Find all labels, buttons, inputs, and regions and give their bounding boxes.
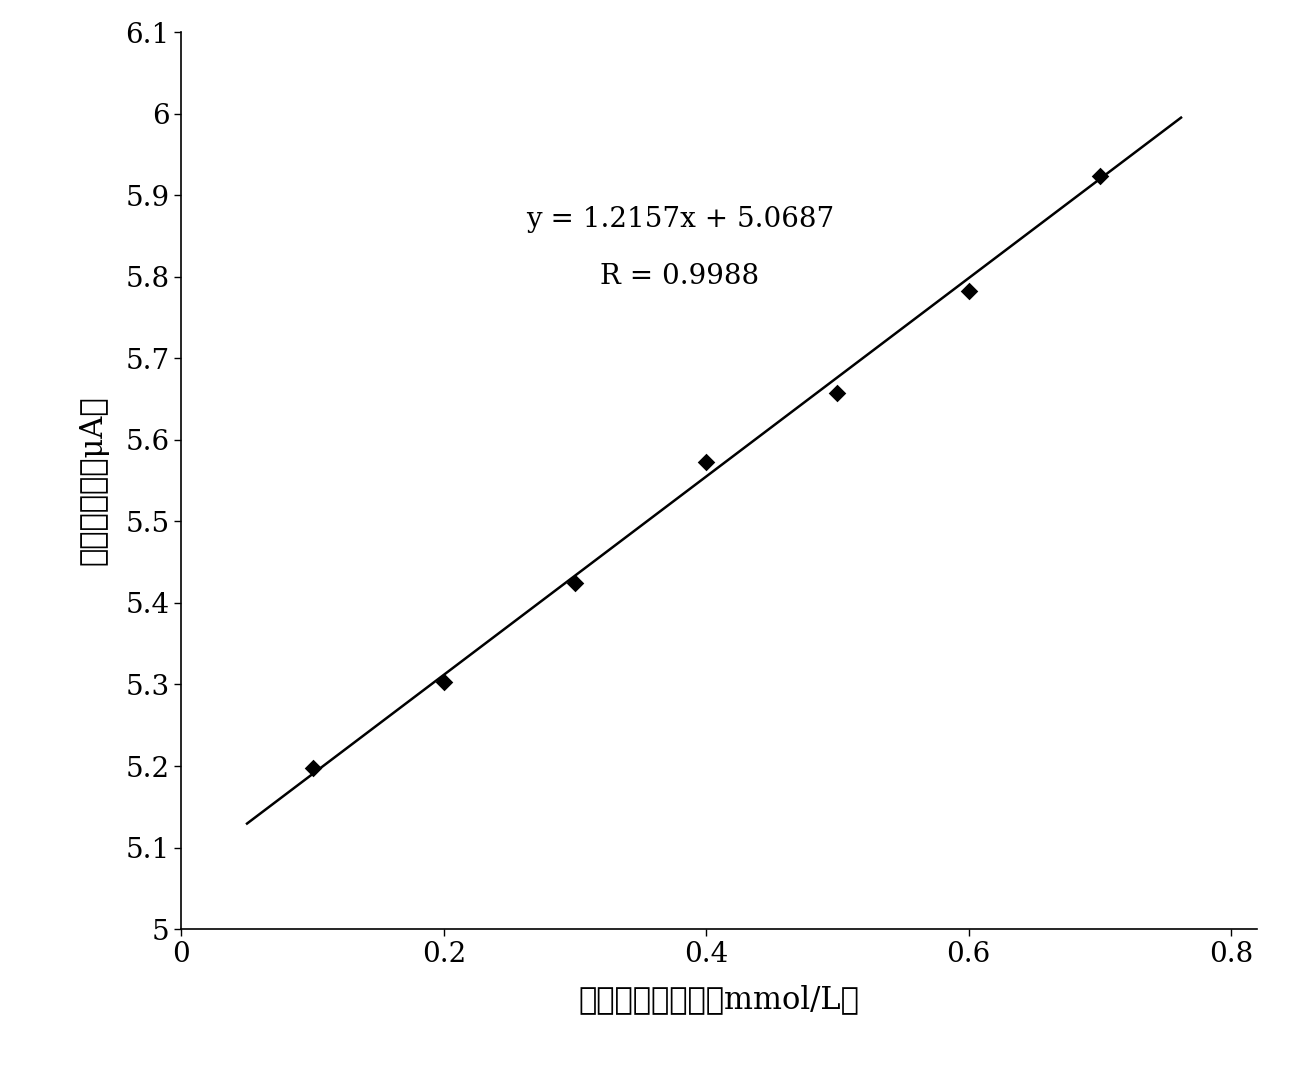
Point	[302, 760, 323, 778]
Point	[696, 453, 717, 470]
Text: R = 0.9988: R = 0.9988	[600, 263, 759, 290]
Text: y = 1.2157x + 5.0687: y = 1.2157x + 5.0687	[526, 206, 835, 233]
Point	[958, 283, 978, 300]
X-axis label: 抗坏血酸的浓度（mmol/L）: 抗坏血酸的浓度（mmol/L）	[579, 985, 859, 1016]
Y-axis label: 氧化峰电流（μA）: 氧化峰电流（μA）	[78, 396, 109, 565]
Point	[827, 384, 848, 402]
Point	[1090, 167, 1111, 184]
Point	[433, 674, 454, 691]
Point	[565, 574, 586, 591]
